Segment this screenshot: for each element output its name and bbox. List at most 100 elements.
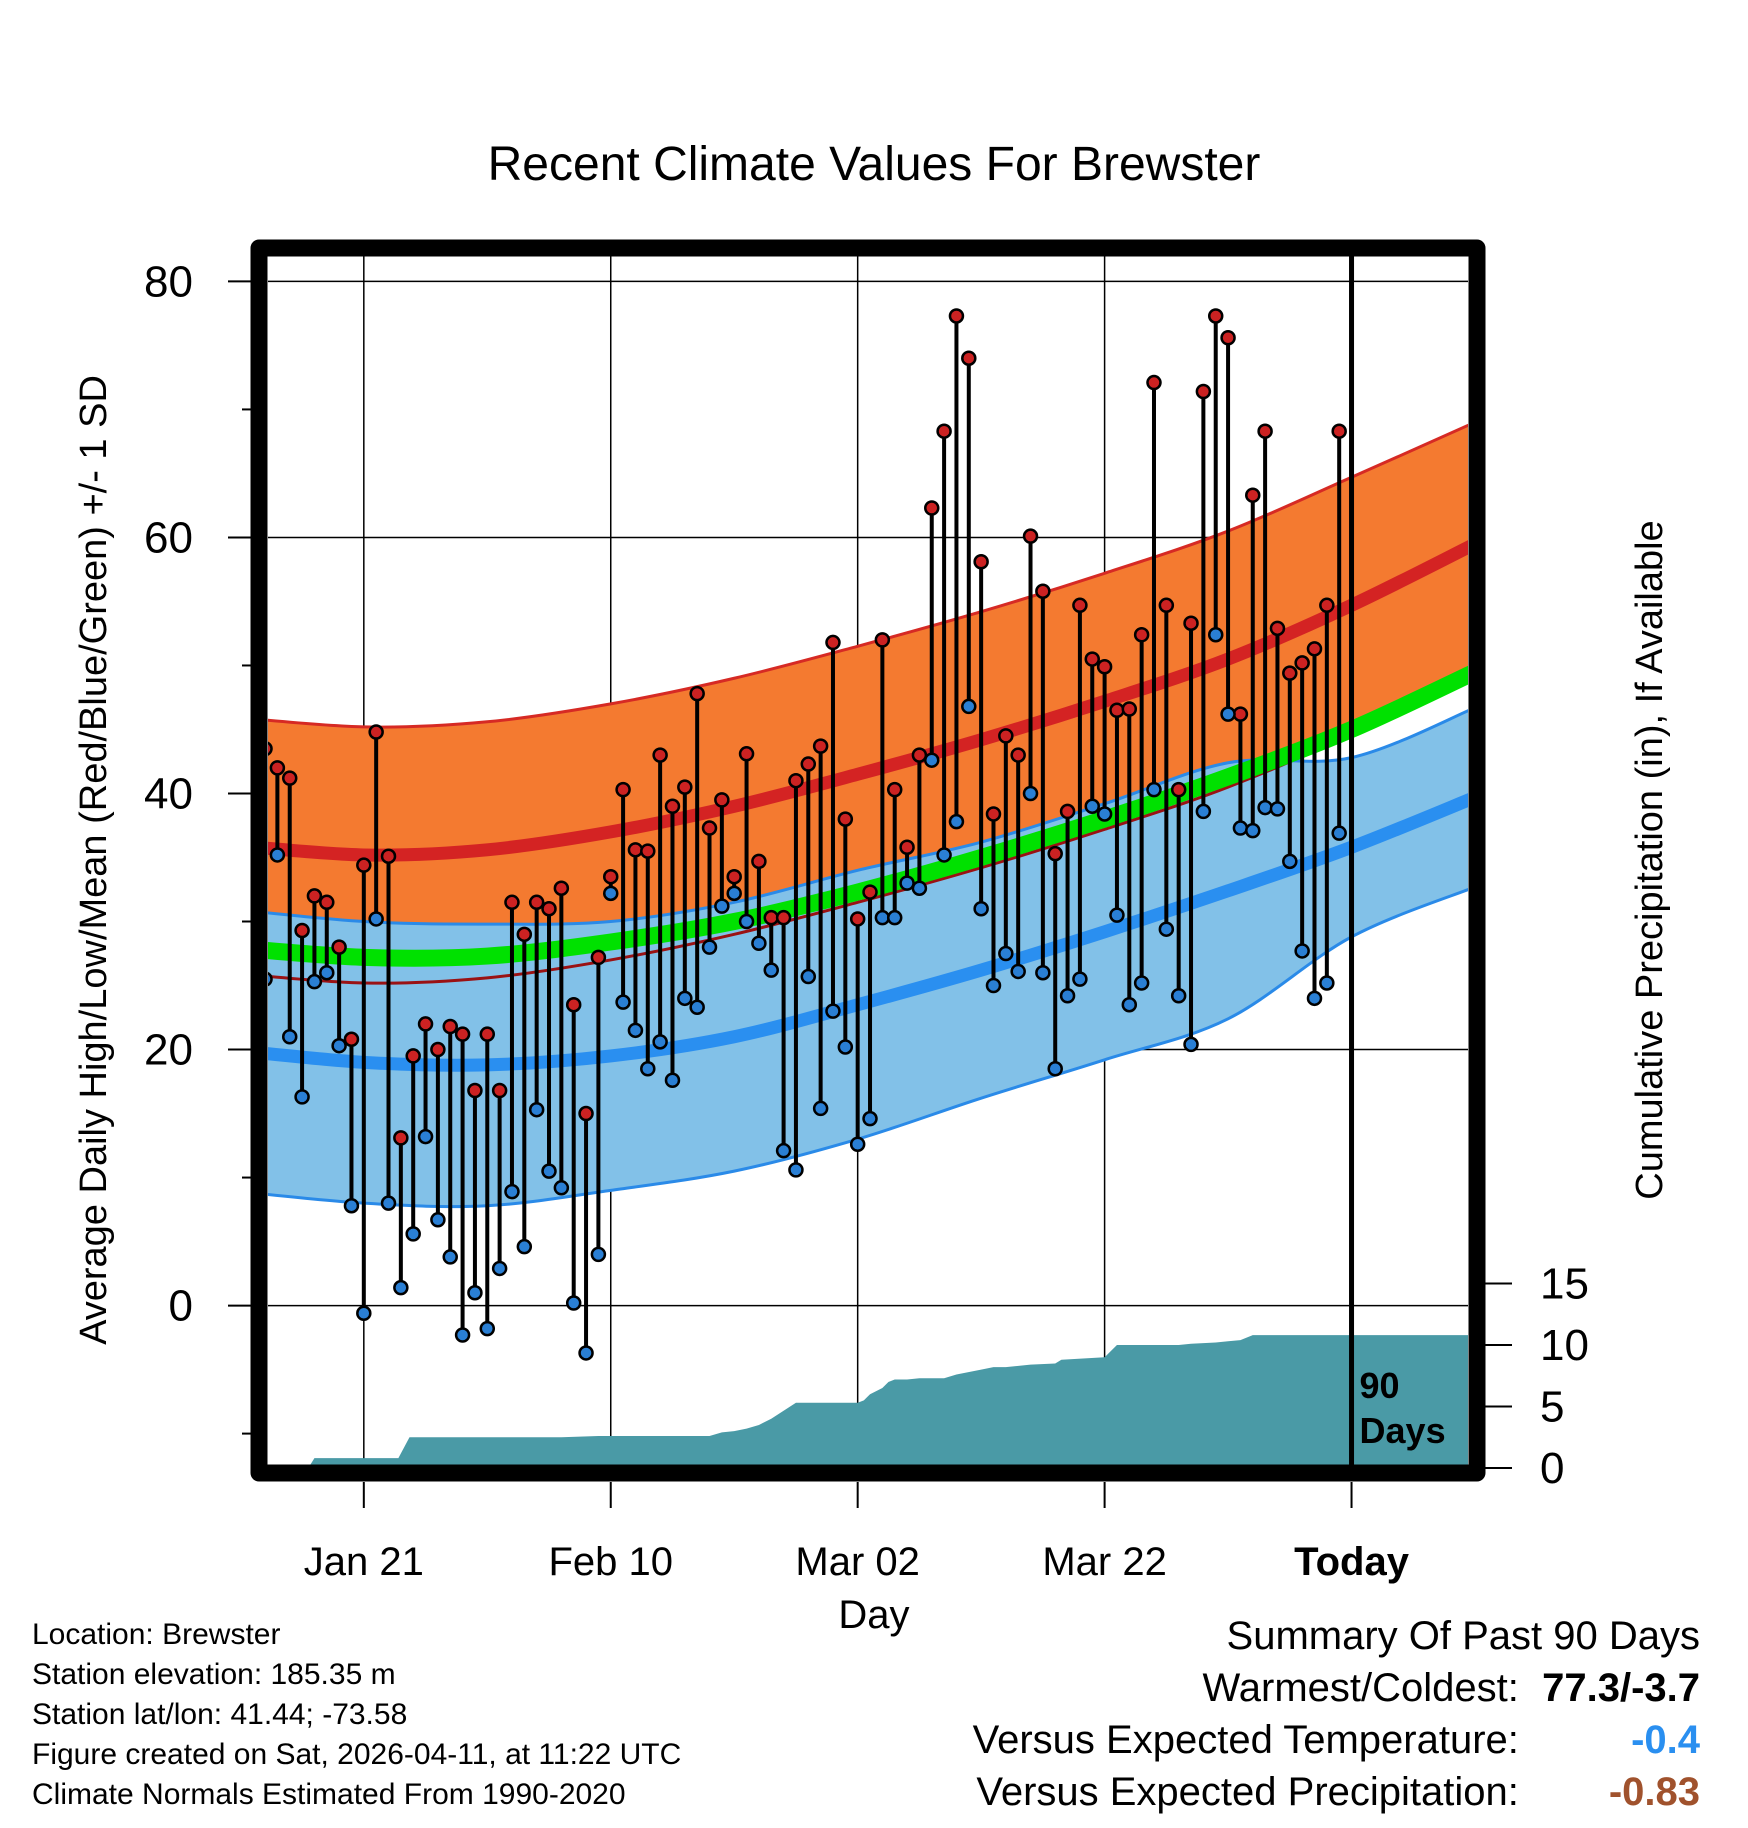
low-point	[417, 1128, 434, 1145]
high-point	[1072, 597, 1088, 614]
x-tick-label: Mar 02	[795, 1540, 920, 1584]
high-point	[393, 1130, 409, 1146]
y-tick-label: 20	[144, 1026, 193, 1075]
low-point	[924, 752, 940, 768]
high-point	[1319, 597, 1335, 614]
low-point	[368, 911, 384, 927]
high-point	[948, 308, 965, 324]
y2-axis-label: Cumulative Precipitation (in), If Availa…	[1629, 520, 1671, 1199]
low-point	[393, 1279, 409, 1296]
low-point	[1183, 1036, 1199, 1053]
low-point	[331, 1037, 347, 1054]
high-point	[430, 1041, 446, 1058]
precipitation-area	[268, 1335, 1468, 1468]
high-point	[1109, 702, 1125, 719]
low-point	[1084, 798, 1101, 815]
high-point	[1084, 651, 1101, 667]
today-days-number: 90	[1360, 1365, 1400, 1406]
high-point	[281, 770, 298, 786]
high-point	[677, 779, 693, 795]
latlon-text: Station lat/lon: 41.44; -73.58	[32, 1698, 408, 1731]
high-point	[985, 806, 1002, 822]
low-point	[442, 1249, 458, 1265]
high-point	[1133, 626, 1150, 643]
low-point	[356, 1305, 372, 1322]
high-point	[541, 900, 557, 917]
low-point	[1294, 943, 1310, 959]
low-point	[825, 1003, 841, 1019]
x-tick-label: Jan 21	[304, 1540, 424, 1584]
high-point	[788, 772, 804, 789]
low-point	[1072, 971, 1088, 987]
high-point	[1170, 781, 1187, 798]
high-point	[1331, 423, 1347, 439]
high-point	[812, 738, 829, 754]
y-tick-label: 60	[144, 513, 193, 562]
low-point	[627, 1022, 644, 1039]
high-point	[553, 880, 570, 896]
low-point	[1158, 921, 1175, 937]
low-point	[1170, 988, 1187, 1004]
high-point	[590, 949, 607, 966]
high-point	[1195, 383, 1212, 400]
high-point	[615, 781, 631, 798]
low-point	[1207, 626, 1224, 643]
high-point	[1022, 528, 1039, 544]
low-point	[911, 880, 928, 896]
low-point	[281, 1028, 298, 1045]
high-point	[356, 857, 372, 873]
y-axis-label: Average Daily High/Low/Mean (Red/Blue/Gr…	[73, 375, 115, 1345]
low-point	[998, 945, 1014, 962]
low-point	[430, 1212, 446, 1228]
low-point	[1121, 996, 1138, 1013]
location-text: Location: Brewster	[32, 1618, 281, 1651]
high-point	[268, 741, 273, 756]
summary-heading: Summary Of Past 90 Days	[1226, 1614, 1700, 1658]
y2-tick-label: 15	[1540, 1260, 1589, 1309]
high-point	[565, 996, 582, 1013]
high-point	[775, 909, 792, 926]
low-point	[565, 1295, 582, 1311]
low-point	[775, 1142, 792, 1159]
temp-label: Versus Expected Temperature:	[972, 1718, 1519, 1762]
high-point	[368, 724, 384, 740]
chart-title: Recent Climate Values For Brewster	[488, 138, 1261, 191]
low-point	[874, 909, 891, 926]
high-point	[479, 1026, 496, 1042]
low-point	[454, 1327, 471, 1343]
low-point	[1133, 975, 1150, 991]
high-point	[936, 423, 952, 439]
high-point	[751, 853, 767, 870]
precip-value: -0.83	[1608, 1770, 1700, 1814]
high-point	[269, 760, 286, 776]
low-point	[788, 1162, 804, 1178]
plot-frame	[250, 239, 1486, 1482]
low-point	[664, 1072, 681, 1089]
high-point	[1010, 747, 1026, 763]
daily-dots	[268, 308, 1347, 1361]
low-point	[677, 990, 693, 1007]
low-point	[738, 913, 755, 930]
low-point	[1319, 975, 1335, 991]
high-point	[1047, 845, 1063, 862]
low-point	[1269, 801, 1286, 817]
summary-warmest-row: Warmest/Coldest: 77.3/-3.7	[973, 1662, 1701, 1714]
low-point	[1109, 907, 1125, 923]
high-point	[442, 1018, 458, 1035]
high-point	[825, 634, 841, 651]
low-point	[504, 1183, 520, 1200]
warmest-value: 77.3/-3.7	[1542, 1666, 1700, 1710]
low-point	[1331, 825, 1347, 841]
high-point	[701, 820, 718, 836]
high-point	[491, 1082, 508, 1099]
low-point	[714, 898, 730, 914]
high-point	[1146, 374, 1162, 391]
high-point	[1183, 615, 1199, 631]
low-point	[837, 1039, 854, 1055]
elevation-text: Station elevation: 185.35 m	[32, 1658, 396, 1691]
low-point	[294, 1089, 310, 1105]
low-point	[1022, 785, 1039, 802]
summary-temp-row: Versus Expected Temperature: -0.4	[973, 1714, 1700, 1766]
